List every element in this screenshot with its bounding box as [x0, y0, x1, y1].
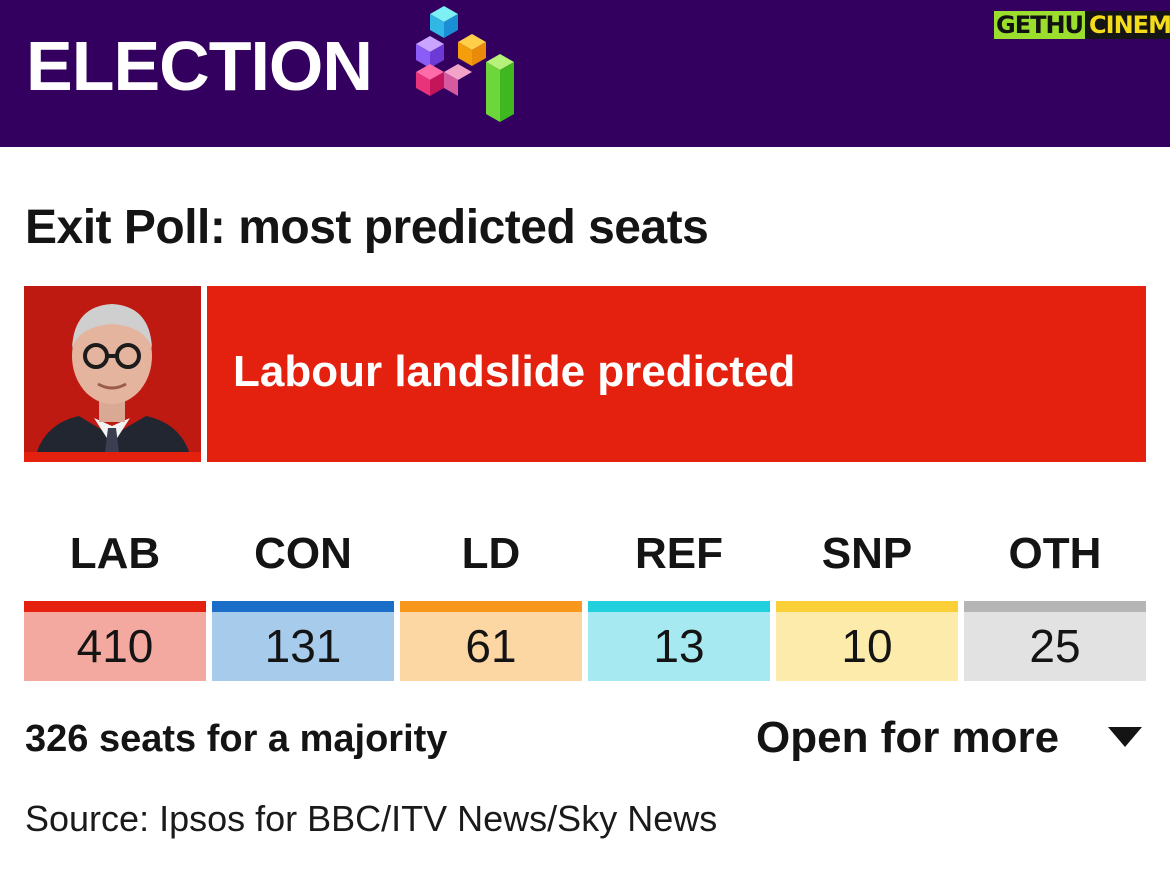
election-banner: ELECTION GETHUCINEMA: [0, 0, 1170, 147]
seat-box-lab: 410: [24, 601, 206, 681]
seat-count: 10: [841, 620, 893, 672]
party-abbr-ld: LD: [461, 529, 521, 578]
headline-callout: Labour landslide predicted: [207, 286, 1146, 462]
watermark-part2: CINEMA: [1085, 11, 1170, 39]
party-abbr-oth: OTH: [1008, 529, 1102, 578]
seat-box-ref: 13: [588, 601, 770, 681]
party-abbr-snp: SNP: [821, 529, 913, 578]
party-color-bar: [776, 601, 958, 612]
election-cubes-icon: [408, 4, 518, 126]
majority-note: 326 seats for a majority: [25, 718, 448, 760]
banner-title: ELECTION: [26, 27, 373, 105]
callout-text: Labour landslide predicted: [233, 347, 796, 396]
watermark-part1: GETHU: [994, 11, 1086, 39]
page-title: Exit Poll: most predicted seats: [25, 201, 709, 254]
seat-count: 131: [264, 620, 342, 672]
seat-count: 61: [465, 620, 517, 672]
party-color-bar: [24, 601, 206, 612]
seat-box-oth: 25: [964, 601, 1146, 681]
seat-count: 410: [76, 620, 154, 672]
source-note: Source: Ipsos for BBC/ITV News/Sky News: [25, 798, 718, 839]
seat-box-snp: 10: [776, 601, 958, 681]
seat-box-ld: 61: [400, 601, 582, 681]
seat-count: 25: [1029, 620, 1081, 672]
party-color-bar: [964, 601, 1146, 612]
party-color-bar: [212, 601, 394, 612]
party-color-bar: [588, 601, 770, 612]
triangle-down-icon: [1108, 727, 1142, 747]
open-for-more-button[interactable]: Open for more: [756, 710, 1146, 766]
party-abbr-con: CON: [254, 529, 352, 578]
party-abbr-lab: LAB: [69, 529, 161, 578]
portrait-strip: [24, 452, 201, 462]
party-color-bar: [400, 601, 582, 612]
seat-count: 13: [653, 620, 705, 672]
open-for-more-label: Open for more: [756, 713, 1060, 762]
seat-box-con: 131: [212, 601, 394, 681]
watermark-logo: GETHUCINEMA: [994, 8, 1170, 42]
party-abbr-ref: REF: [635, 529, 723, 578]
party-leader-portrait: [24, 286, 201, 462]
